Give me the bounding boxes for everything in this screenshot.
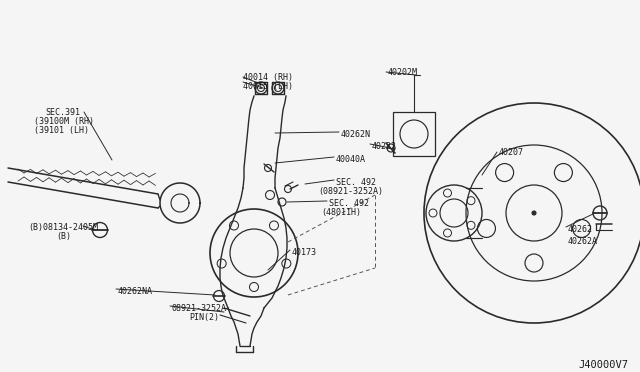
Text: 40207: 40207 [499, 148, 524, 157]
Text: 40262N: 40262N [341, 130, 371, 139]
Text: 40262A: 40262A [568, 237, 598, 246]
Text: 08921-3252A: 08921-3252A [172, 304, 227, 313]
Text: 40262NA: 40262NA [118, 287, 153, 296]
Text: 40222: 40222 [372, 142, 397, 151]
Text: (B)08134-2405M: (B)08134-2405M [28, 223, 98, 232]
Text: 40173: 40173 [292, 248, 317, 257]
Text: 40040A: 40040A [336, 155, 366, 164]
Circle shape [532, 211, 536, 215]
Text: (39100M (RH): (39100M (RH) [34, 117, 94, 126]
Text: 40015 (LH): 40015 (LH) [243, 82, 293, 91]
Text: SEC.391: SEC.391 [45, 108, 80, 117]
Text: 40262: 40262 [568, 225, 593, 234]
Text: (48011H): (48011H) [321, 208, 361, 217]
Text: SEC. 492: SEC. 492 [329, 199, 369, 208]
Bar [393, 112, 435, 156]
Text: J40000V7: J40000V7 [578, 360, 628, 370]
Text: 40202M: 40202M [388, 68, 418, 77]
Text: SEC. 492: SEC. 492 [336, 178, 376, 187]
Text: 40014 (RH): 40014 (RH) [243, 73, 293, 82]
Text: (08921-3252A): (08921-3252A) [318, 187, 383, 196]
Text: (B): (B) [56, 232, 71, 241]
Text: (39101 (LH): (39101 (LH) [34, 126, 89, 135]
Text: PIN(2): PIN(2) [189, 313, 219, 322]
